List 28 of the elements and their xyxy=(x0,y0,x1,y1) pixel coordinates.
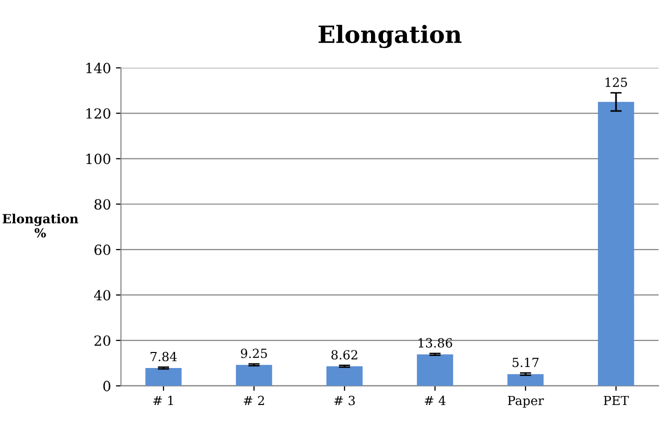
y-tick-label: 0 xyxy=(103,380,110,392)
x-tick-label: PET xyxy=(604,396,629,406)
chart-title: Elongation xyxy=(318,24,462,48)
bar xyxy=(598,102,634,386)
x-tick-label: # 2 xyxy=(244,396,264,406)
bar xyxy=(145,368,182,386)
y-tick-label: 120 xyxy=(86,108,110,119)
y-axis-title: Elongation % xyxy=(2,214,78,238)
data-label: 125 xyxy=(606,78,627,87)
y-tick-label: 80 xyxy=(94,199,110,210)
y-tick-label: 140 xyxy=(86,62,110,74)
data-label: 9.25 xyxy=(240,348,267,358)
bar xyxy=(236,364,272,386)
y-tick-label: 60 xyxy=(94,244,110,256)
y-tick-label: 20 xyxy=(94,335,110,346)
bar xyxy=(507,374,544,386)
bar xyxy=(416,354,454,386)
x-tick-label: # 3 xyxy=(334,396,355,406)
x-tick-label: # 1 xyxy=(153,396,173,406)
data-label: 13.86 xyxy=(418,338,452,348)
bar xyxy=(326,366,363,386)
data-label: 8.62 xyxy=(331,350,358,360)
y-tick-label: 40 xyxy=(94,290,110,300)
data-label: 5.17 xyxy=(512,358,539,368)
x-tick-label: # 4 xyxy=(424,396,446,406)
x-tick-label: Paper xyxy=(508,396,544,408)
data-label: 7.84 xyxy=(150,352,177,362)
y-tick-label: 100 xyxy=(86,154,110,164)
